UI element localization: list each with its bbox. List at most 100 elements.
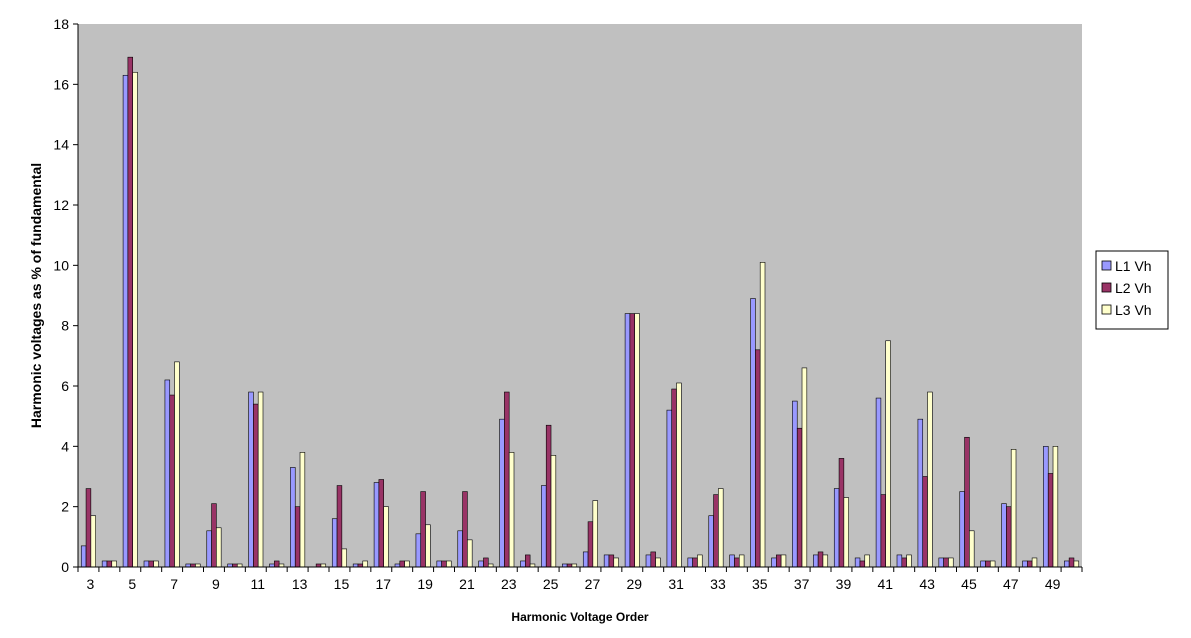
x-tick-label: 41	[878, 576, 894, 592]
bar-l1-vh-20	[436, 560, 442, 568]
bar-l1-vh-6	[143, 560, 150, 568]
y-tick-label: 14	[53, 137, 69, 153]
bar-l1-vh-49	[1043, 446, 1049, 568]
bar-l2-vh-30	[650, 551, 656, 568]
bar-l3-vh-40	[864, 554, 870, 568]
y-tick-label: 18	[53, 16, 69, 32]
y-axis-ticks: 0 2 4 6 8 10 12 14 16 18	[53, 16, 78, 575]
legend-label-l2-vh: L2 Vh	[1115, 280, 1152, 296]
bar-l2-vh-21	[462, 491, 468, 568]
bar-l2-vh-42	[901, 557, 907, 568]
bar-l1-vh-15	[331, 518, 338, 568]
bar-l1-vh-28	[603, 554, 610, 568]
x-tick-label: 15	[334, 576, 350, 592]
x-tick-label: 29	[627, 576, 643, 592]
bar-l2-vh-3	[85, 488, 92, 568]
x-tick-label: 25	[543, 576, 559, 592]
bar-l2-vh-19	[420, 491, 426, 568]
y-tick-label: 6	[61, 378, 69, 394]
bar-l1-vh-40	[854, 557, 861, 568]
x-tick-label: 13	[292, 576, 308, 592]
bar-l3-vh-5	[132, 71, 138, 568]
bar-l2-vh-38	[817, 551, 824, 568]
bar-l1-vh-38	[813, 554, 819, 568]
bar-l3-vh-50	[1073, 560, 1080, 568]
bar-l3-vh-41	[885, 340, 891, 568]
bar-l2-vh-34	[734, 557, 740, 568]
x-tick-label: 37	[794, 576, 810, 592]
x-tick-label: 7	[170, 576, 178, 592]
bar-l2-vh-6	[148, 560, 154, 568]
bar-l2-vh-45	[964, 436, 970, 568]
bar-l1-vh-4	[101, 560, 108, 568]
bar-l3-vh-31	[676, 382, 682, 568]
bar-l3-vh-44	[948, 557, 954, 568]
x-tick-label: 43	[919, 576, 935, 592]
legend-label-l3-vh: L3 Vh	[1115, 302, 1152, 318]
bar-l2-vh-41	[880, 494, 886, 568]
bar-l1-vh-17	[373, 482, 380, 568]
bar-l3-vh-13	[299, 452, 306, 568]
bar-l2-vh-46	[985, 560, 991, 568]
bar-l3-vh-19	[425, 524, 431, 568]
bar-l2-vh-39	[838, 458, 845, 568]
bar-l2-vh-24	[525, 554, 531, 568]
y-tick-label: 0	[61, 559, 69, 575]
x-tick-label: 45	[961, 576, 977, 592]
x-axis-ticks: 3 5 7 9 11 13 15 17 19 21 23 25 27 29 31 33 35 37 39 41 43 45…	[77, 567, 1083, 592]
bar-l2-vh-37	[796, 427, 803, 568]
y-tick-label: 2	[61, 499, 69, 515]
bar-l1-vh-33	[708, 515, 714, 568]
bar-l3-vh-39	[843, 497, 849, 568]
bar-l3-vh-33	[718, 488, 724, 568]
bar-l3-vh-38	[822, 554, 829, 568]
bar-l3-vh-3	[90, 515, 96, 568]
y-tick-label: 16	[53, 76, 69, 92]
x-tick-label: 11	[251, 576, 266, 592]
bar-l3-vh-46	[989, 560, 996, 568]
x-tick-label: 3	[87, 576, 95, 592]
legend-label-l1-vh: L1 Vh	[1115, 258, 1152, 274]
legend-swatch-l3-vh	[1101, 304, 1112, 315]
bar-l3-vh-34	[738, 554, 745, 568]
bar-l3-vh-28	[613, 557, 619, 568]
bar-l3-vh-36	[780, 554, 787, 568]
bar-l2-vh-31	[671, 388, 677, 568]
bar-l2-vh-17	[378, 479, 384, 568]
bar-l1-vh-22	[478, 560, 484, 568]
bar-l1-vh-24	[520, 560, 526, 568]
bar-l2-vh-48	[1027, 560, 1033, 568]
bar-l2-vh-22	[483, 557, 489, 568]
bar-l3-vh-47	[1010, 449, 1017, 568]
bar-l2-vh-7	[169, 394, 175, 568]
bar-l1-vh-25	[541, 485, 547, 568]
bar-l2-vh-23	[504, 391, 510, 568]
bar-l2-vh-18	[399, 560, 405, 568]
bar-l2-vh-33	[713, 494, 719, 568]
bar-l1-vh-30	[645, 554, 652, 568]
y-tick-label: 8	[61, 318, 69, 334]
bar-l2-vh-15	[336, 485, 343, 568]
bar-l1-vh-23	[499, 418, 505, 568]
bar-l3-vh-30	[655, 557, 661, 568]
bar-l2-vh-28	[608, 554, 615, 568]
bar-l2-vh-5	[127, 56, 133, 568]
x-tick-label: 19	[417, 576, 433, 592]
bar-l3-vh-17	[383, 506, 389, 568]
bar-l3-vh-49	[1052, 446, 1059, 568]
x-tick-label: 39	[836, 576, 852, 592]
x-tick-label: 47	[1003, 576, 1019, 592]
bar-l2-vh-29	[629, 313, 635, 568]
bar-l2-vh-44	[943, 557, 949, 568]
bar-l3-vh-43	[927, 391, 933, 568]
x-tick-label: 5	[128, 576, 136, 592]
bar-l2-vh-40	[859, 560, 866, 568]
bar-l1-vh-5	[122, 74, 129, 568]
bar-l1-vh-43	[917, 418, 924, 568]
bar-l1-vh-42	[896, 554, 903, 568]
x-tick-label: 35	[752, 576, 768, 592]
bar-l1-vh-32	[687, 557, 693, 568]
bar-l1-vh-11	[248, 391, 254, 568]
x-tick-label: 49	[1045, 576, 1061, 592]
